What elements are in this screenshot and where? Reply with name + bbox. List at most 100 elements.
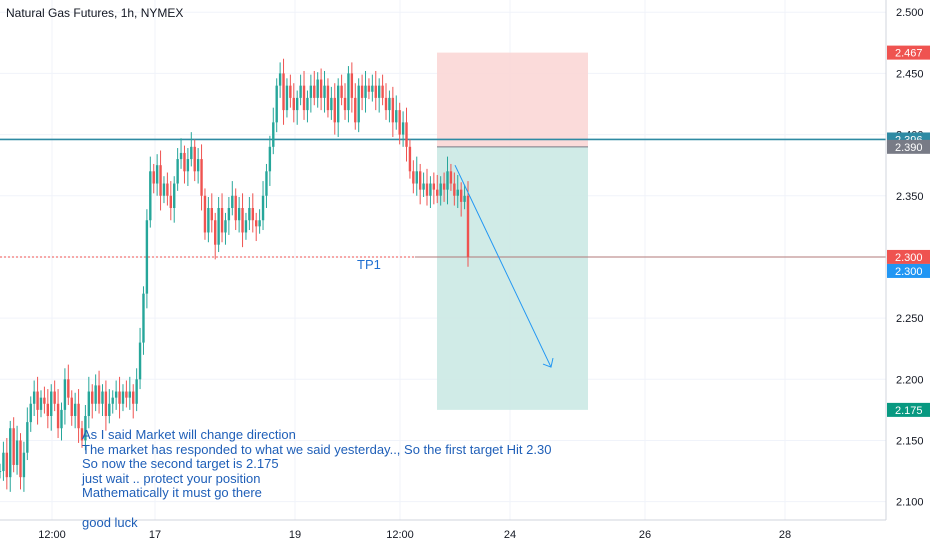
candle-body xyxy=(9,428,12,478)
candle-body xyxy=(91,391,94,404)
candle-body xyxy=(234,195,237,221)
candle-body xyxy=(70,397,73,416)
candle-body xyxy=(371,85,374,92)
candle-body xyxy=(166,183,169,196)
candle-body xyxy=(135,379,138,404)
candle-body xyxy=(306,97,309,111)
candle-body xyxy=(231,195,234,208)
price-label-text: 2.390 xyxy=(895,142,923,154)
candle-body xyxy=(220,208,224,233)
candle-body xyxy=(364,85,367,98)
candle-body xyxy=(442,183,446,190)
candle-body xyxy=(395,110,398,123)
candle-body xyxy=(5,452,9,478)
candle-body xyxy=(336,85,340,123)
candle-body xyxy=(50,391,53,416)
candle-body xyxy=(285,85,289,111)
candle-body xyxy=(319,79,323,98)
price-label-box xyxy=(887,402,930,417)
candle-body xyxy=(463,195,466,202)
candle-body xyxy=(200,159,203,196)
candle-body xyxy=(101,391,104,404)
candle-body xyxy=(26,422,29,453)
candle-body xyxy=(77,403,80,429)
candle-body xyxy=(401,122,405,135)
candle-body xyxy=(439,183,442,196)
candle-body xyxy=(179,152,183,160)
candle-body xyxy=(377,85,381,98)
candle-body xyxy=(73,403,77,416)
candle-body xyxy=(155,165,159,184)
price-label-box xyxy=(887,139,930,154)
candle-body xyxy=(261,195,265,221)
projection-arrow-line xyxy=(454,164,552,368)
price-label-text: 2.175 xyxy=(895,405,923,417)
candle-body xyxy=(350,73,354,98)
candle-body xyxy=(333,97,336,123)
candle-body xyxy=(422,183,425,190)
tp1-label: TP1 xyxy=(357,257,381,272)
candle-body xyxy=(159,165,162,196)
candle-body xyxy=(224,220,227,233)
note-line: just wait .. protect your position xyxy=(82,470,261,486)
candle-body xyxy=(2,452,5,472)
candle-body xyxy=(217,208,220,245)
time-tick-label: 12:00 xyxy=(38,529,66,541)
candle-body xyxy=(367,85,371,92)
price-tick-label: 2.150 xyxy=(896,435,924,447)
candle-body xyxy=(87,391,91,416)
candle-body xyxy=(408,146,412,172)
candle-body xyxy=(316,79,319,98)
candle-body xyxy=(114,391,118,398)
price-label-text: 2.300 xyxy=(895,266,923,278)
candle-body xyxy=(398,110,401,135)
candle-body xyxy=(268,146,272,172)
candle-body xyxy=(104,391,108,416)
candle-body xyxy=(323,85,326,98)
candle-body xyxy=(56,403,60,429)
candle-body xyxy=(432,183,436,190)
candle-body xyxy=(19,440,22,478)
candle-body xyxy=(456,189,459,196)
candle-body xyxy=(412,171,415,184)
candle-body xyxy=(313,85,316,98)
candle-body xyxy=(149,171,152,221)
candle-body xyxy=(258,220,261,227)
candle-body xyxy=(340,85,343,98)
candle-body xyxy=(466,195,470,257)
price-label-box xyxy=(887,263,930,278)
candle-body xyxy=(162,183,166,196)
candle-body xyxy=(97,385,101,404)
price-label-text: 2.300 xyxy=(895,252,923,264)
note-line: As I said Market will change direction xyxy=(82,427,296,442)
note-line: Mathematically it must go there xyxy=(82,485,262,501)
candle-body xyxy=(108,403,111,416)
candle-body xyxy=(255,220,258,227)
projection-arrow-head xyxy=(542,357,554,368)
price-tick-label: 2.500 xyxy=(896,7,924,19)
candle-body xyxy=(354,97,357,123)
candle-body xyxy=(330,97,333,111)
time-tick-label: 28 xyxy=(779,529,791,541)
time-tick-label: 26 xyxy=(639,529,651,541)
candle-body xyxy=(32,391,36,404)
price-label-box xyxy=(887,45,930,60)
candle-body xyxy=(289,85,292,98)
candle-body xyxy=(12,428,15,465)
candle-body xyxy=(145,220,149,294)
analysis-note: As I said Market will change direction Th… xyxy=(82,427,551,530)
price-tick-label: 2.200 xyxy=(896,374,924,386)
candle-body xyxy=(388,97,391,111)
candle-body xyxy=(391,97,395,123)
candle-body xyxy=(173,183,176,208)
candle-body xyxy=(309,85,313,98)
candle-body xyxy=(384,97,388,111)
time-tick-label: 12:00 xyxy=(386,529,414,541)
candle-body xyxy=(381,85,384,98)
candle-body xyxy=(186,159,190,172)
chart-title: Natural Gas Futures, 1h, NYMEX xyxy=(6,6,184,20)
candle-body xyxy=(207,208,210,233)
candle-body xyxy=(39,397,43,410)
